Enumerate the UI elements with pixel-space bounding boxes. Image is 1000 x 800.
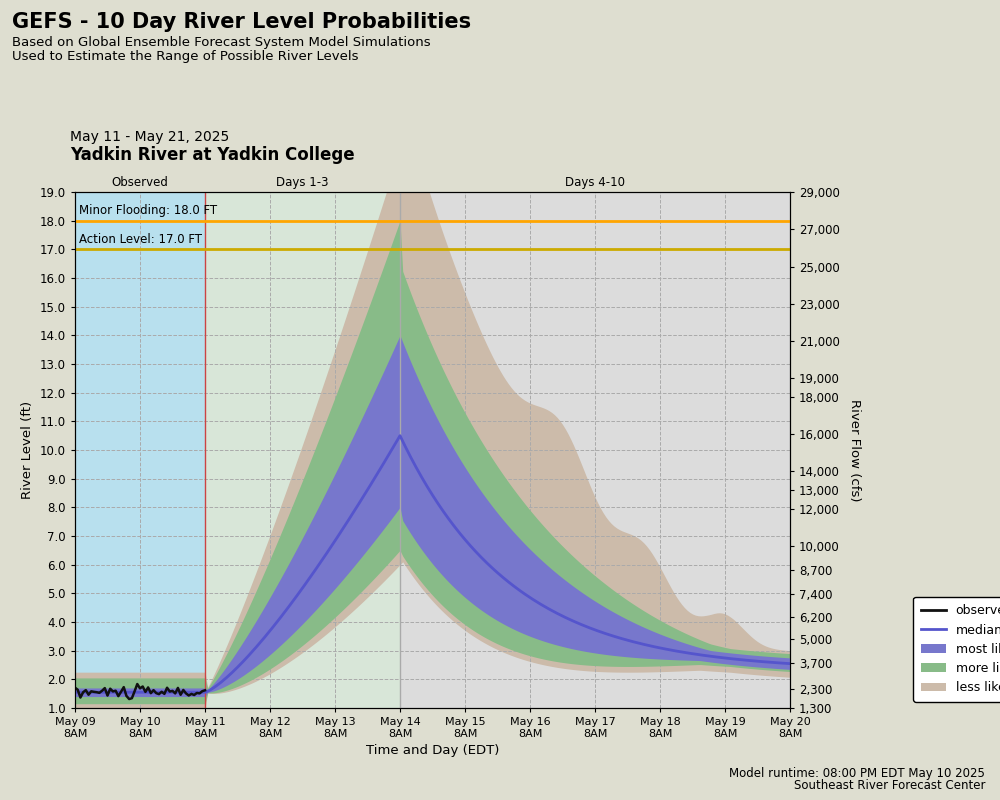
Text: Minor Flooding: 18.0 FT: Minor Flooding: 18.0 FT [79,204,217,218]
Text: Based on Global Ensemble Forecast System Model Simulations: Based on Global Ensemble Forecast System… [12,36,431,49]
Text: Days 1-3: Days 1-3 [276,177,329,190]
Text: Yadkin River at Yadkin College: Yadkin River at Yadkin College [70,146,355,164]
Text: Model runtime: 08:00 PM EDT May 10 2025: Model runtime: 08:00 PM EDT May 10 2025 [729,767,985,780]
Text: May 11 - May 21, 2025: May 11 - May 21, 2025 [70,130,229,144]
Text: Observed: Observed [112,177,168,190]
Bar [75,192,205,708]
Legend: observed, median, most likely 25-75%, more likely 10-25%, less likely 5-10%: observed, median, most likely 25-75%, mo… [913,597,1000,702]
Y-axis label: River Level (ft): River Level (ft) [21,401,34,499]
Text: Southeast River Forecast Center: Southeast River Forecast Center [794,779,985,792]
X-axis label: Time and Day (EDT): Time and Day (EDT) [366,744,499,757]
Y-axis label: River Flow (cfs): River Flow (cfs) [848,398,861,502]
Text: Days 4-10: Days 4-10 [565,177,625,190]
Text: Used to Estimate the Range of Possible River Levels: Used to Estimate the Range of Possible R… [12,50,358,63]
Text: Action Level: 17.0 FT: Action Level: 17.0 FT [79,233,202,246]
Text: GEFS - 10 Day River Level Probabilities: GEFS - 10 Day River Level Probabilities [12,12,471,32]
Bar [205,192,400,708]
